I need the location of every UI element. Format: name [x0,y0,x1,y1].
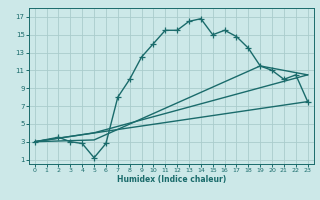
X-axis label: Humidex (Indice chaleur): Humidex (Indice chaleur) [116,175,226,184]
